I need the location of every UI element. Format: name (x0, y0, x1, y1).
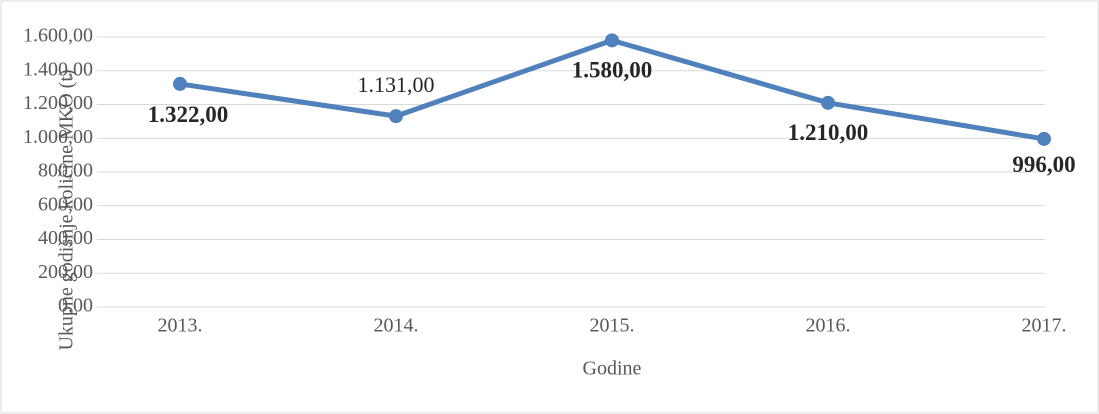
y-tick-label: 1.200,00 (23, 92, 93, 114)
x-tick-label: 2015. (590, 315, 635, 337)
x-tick-label: 2016. (806, 315, 851, 337)
y-tick-label: 1.000,00 (23, 126, 93, 148)
data-label: 1.131,00 (358, 72, 435, 97)
y-tick-label: 0,00 (58, 295, 93, 317)
marker (605, 33, 619, 48)
x-axis-label: Godine (583, 358, 642, 380)
marker (173, 76, 187, 91)
y-axis-label: Ukupne godišnje količine MKO (t) (56, 69, 78, 350)
marker (389, 109, 403, 124)
y-tick-label: 200,00 (38, 261, 93, 283)
marker (821, 95, 835, 110)
x-tick-label: 2013. (158, 315, 203, 337)
y-tick-label: 1.400,00 (23, 58, 93, 80)
y-tick-label: 600,00 (38, 193, 93, 215)
data-label: 1.322,00 (148, 102, 229, 127)
data-label: 1.580,00 (572, 58, 653, 83)
x-tick-label: 2014. (374, 315, 419, 337)
data-label: 996,00 (1012, 152, 1075, 177)
y-tick-label: 800,00 (38, 160, 93, 182)
marker (1037, 131, 1051, 146)
x-tick-label: 2017. (1022, 315, 1067, 337)
y-tick-label: 400,00 (38, 227, 93, 249)
y-tick-label: 1.600,00 (23, 25, 93, 47)
data-label: 1.210,00 (788, 120, 869, 145)
